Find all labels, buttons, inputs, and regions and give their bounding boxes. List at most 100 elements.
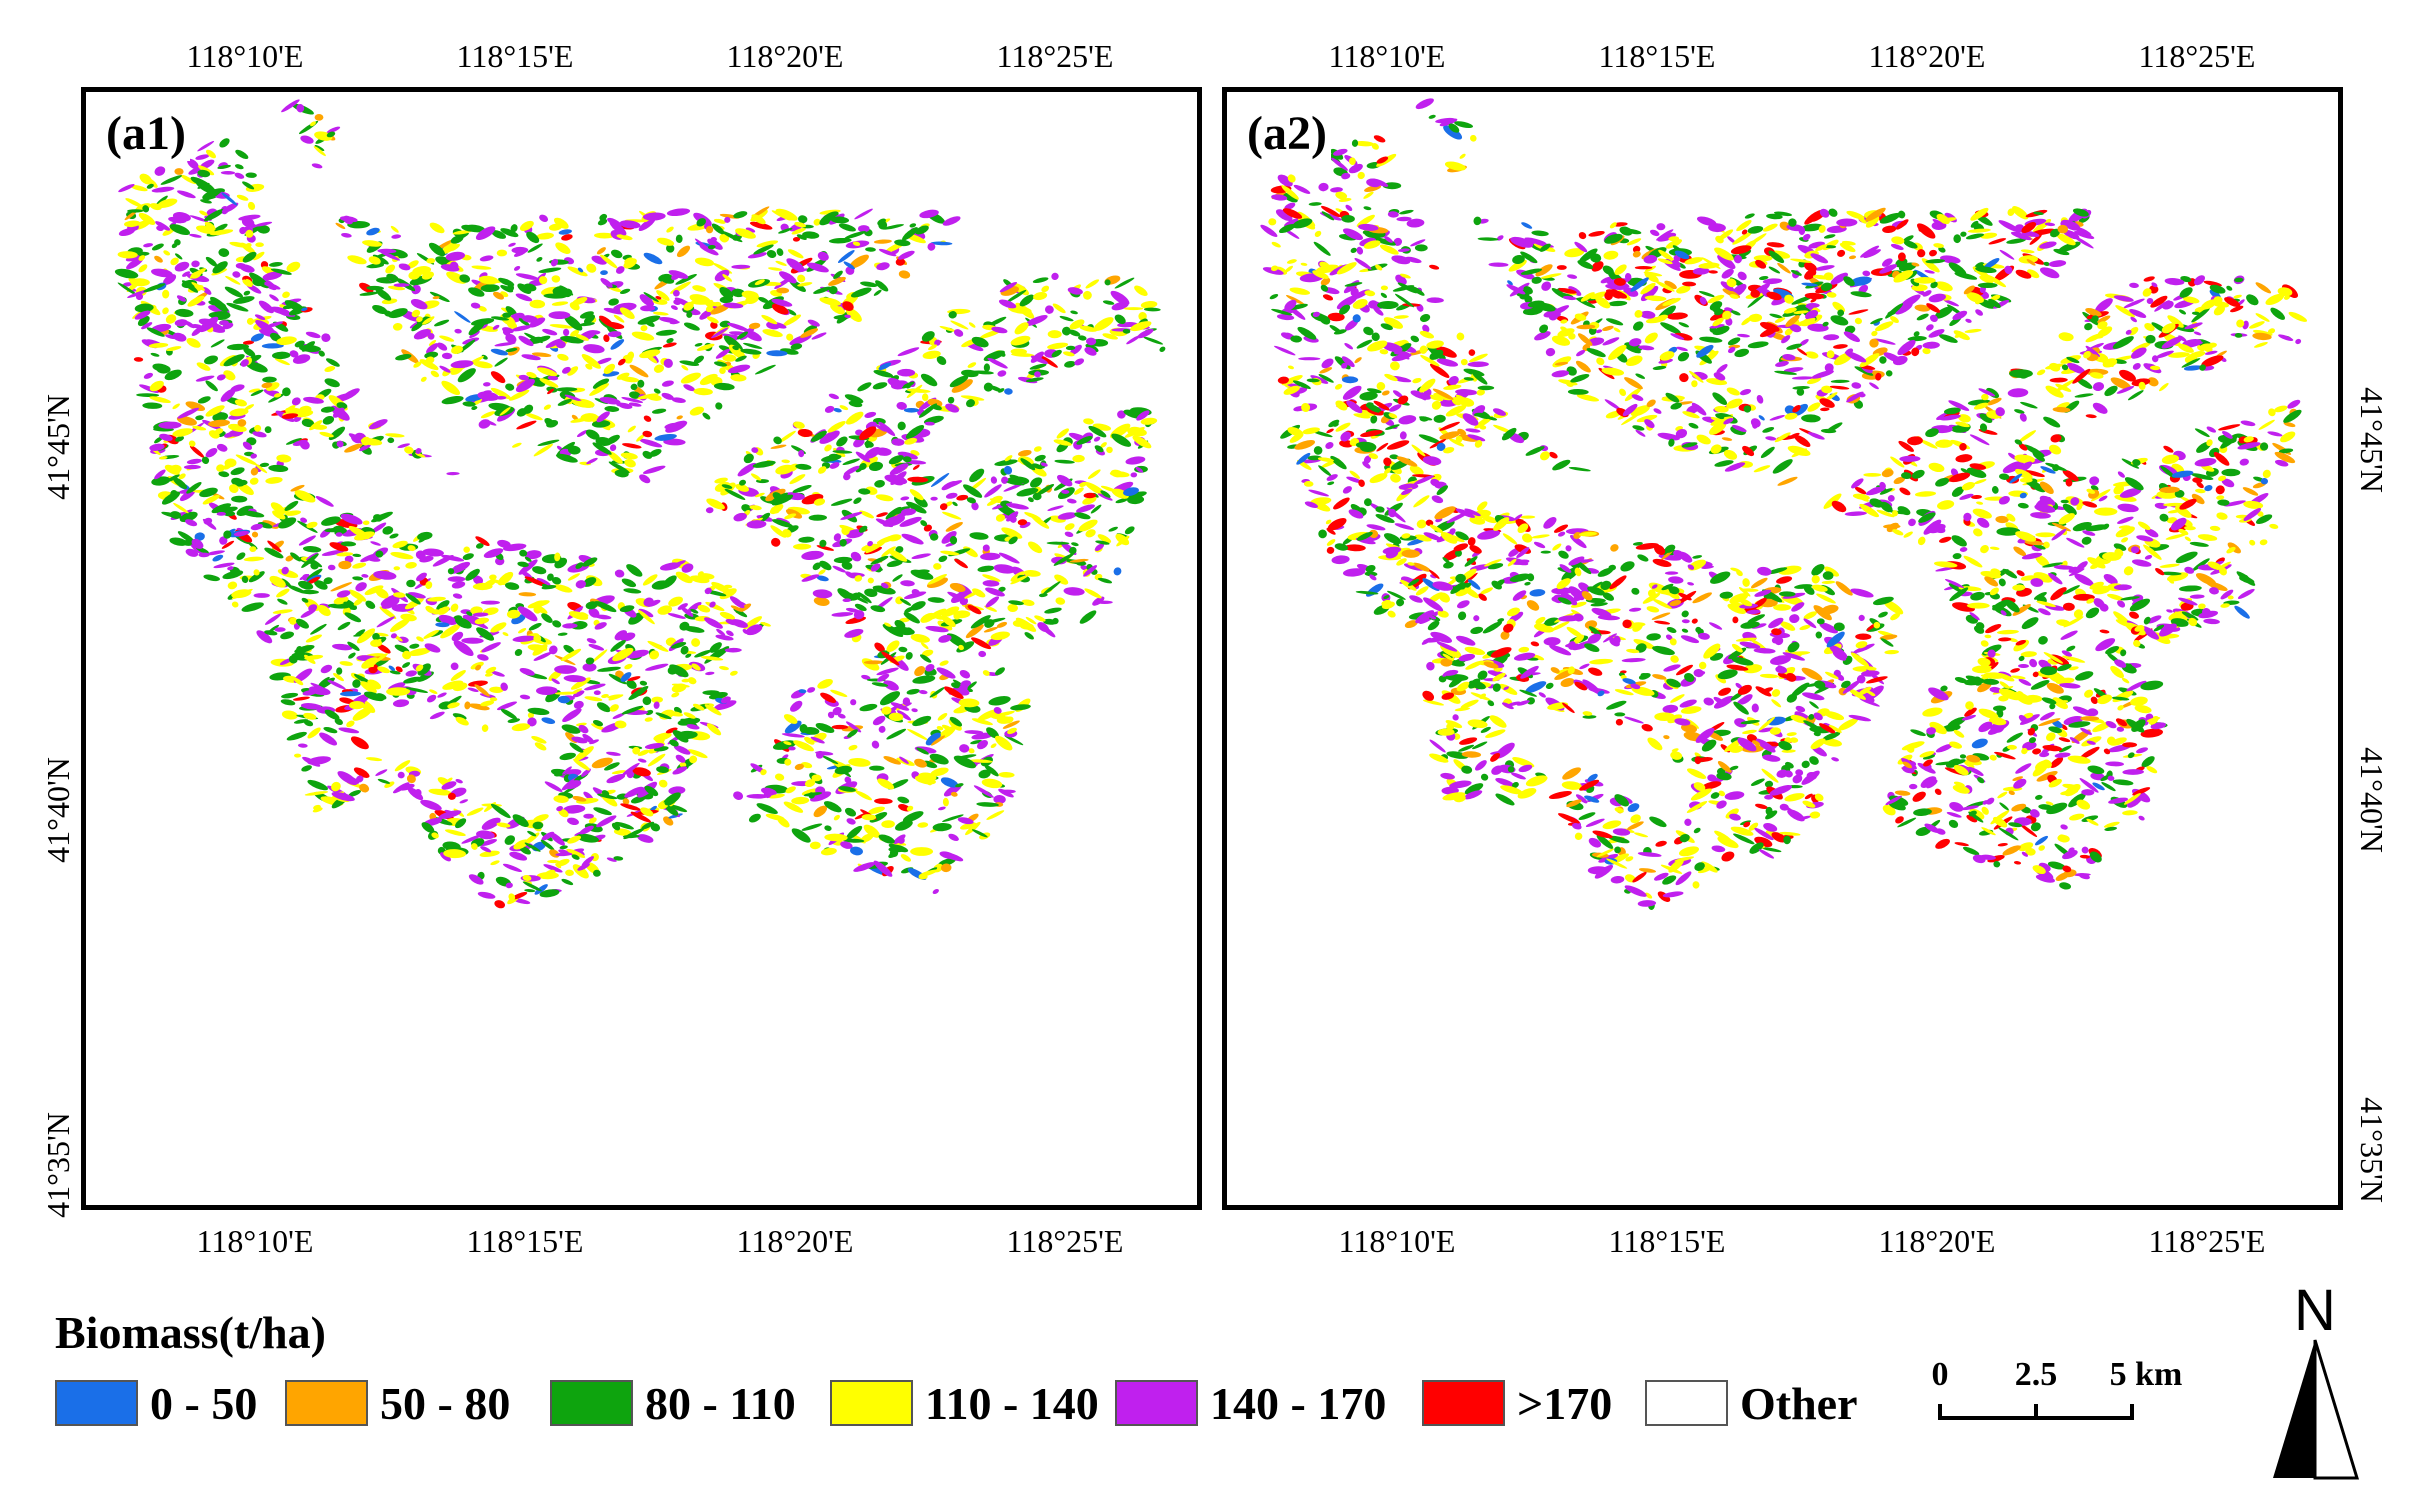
biomass-patch xyxy=(1109,471,1130,478)
biomass-patch xyxy=(829,285,838,295)
biomass-patch xyxy=(950,791,958,797)
biomass-patch xyxy=(269,575,286,588)
biomass-patch xyxy=(349,700,365,710)
biomass-patch xyxy=(432,296,440,300)
biomass-patch xyxy=(1863,473,1882,477)
biomass-patch xyxy=(564,314,583,331)
biomass-patch xyxy=(941,531,957,544)
biomass-patch xyxy=(471,843,478,850)
biomass-patch xyxy=(359,443,372,452)
biomass-patch xyxy=(549,832,565,846)
biomass-patch xyxy=(731,619,748,628)
biomass-patch xyxy=(671,397,686,403)
biomass-patch xyxy=(855,451,871,463)
biomass-patch xyxy=(1034,454,1046,462)
biomass-patch xyxy=(702,690,720,696)
biomass-patch xyxy=(1066,498,1077,504)
biomass-patch xyxy=(205,448,218,458)
biomass-patch xyxy=(1910,729,1926,737)
biomass-patch xyxy=(199,487,218,498)
biomass-patch xyxy=(723,302,744,309)
biomass-patch xyxy=(552,286,565,296)
biomass-patch xyxy=(1579,248,1598,263)
biomass-patch xyxy=(749,505,762,511)
biomass-patch xyxy=(1079,610,1097,624)
biomass-patch xyxy=(409,643,420,649)
biomass-patch xyxy=(453,640,474,657)
biomass-patch xyxy=(1655,840,1667,847)
biomass-patch xyxy=(1053,439,1072,446)
biomass-patch xyxy=(854,603,867,612)
biomass-patch xyxy=(643,292,659,303)
biomass-patch xyxy=(881,706,892,715)
biomass-patch xyxy=(1628,607,1642,612)
biomass-patch xyxy=(1076,504,1095,513)
biomass-patch xyxy=(905,425,925,439)
biomass-patch xyxy=(1779,621,1796,631)
biomass-patch xyxy=(679,360,700,366)
biomass-patch xyxy=(1322,294,1334,301)
biomass-patch xyxy=(367,679,382,690)
biomass-patch xyxy=(1006,289,1027,303)
biomass-patch xyxy=(593,690,601,695)
biomass-patch xyxy=(299,589,319,595)
biomass-patch xyxy=(553,795,569,803)
biomass-patch xyxy=(231,495,248,503)
biomass-patch xyxy=(630,811,652,823)
biomass-patch xyxy=(816,575,829,582)
biomass-patch xyxy=(317,604,331,617)
biomass-patch xyxy=(754,492,765,498)
biomass-patch xyxy=(2035,532,2056,538)
biomass-patch xyxy=(680,645,689,655)
biomass-patch xyxy=(454,328,462,334)
biomass-patch xyxy=(1578,232,1587,240)
biomass-patch xyxy=(777,816,790,828)
biomass-patch xyxy=(1034,615,1046,622)
biomass-patch xyxy=(1094,445,1104,453)
biomass-patch xyxy=(1003,465,1013,475)
biomass-patch xyxy=(733,791,744,800)
biomass-patch xyxy=(138,212,156,225)
biomass-patch xyxy=(483,548,504,558)
biomass-patch xyxy=(940,550,960,556)
biomass-patch xyxy=(1064,360,1076,368)
biomass-patch xyxy=(532,566,547,575)
biomass-patch xyxy=(379,606,397,620)
biomass-patch xyxy=(549,324,574,329)
biomass-patch xyxy=(1748,822,1759,831)
biomass-patch xyxy=(841,561,853,570)
biomass-patch xyxy=(527,243,543,253)
biomass-patch xyxy=(795,463,812,470)
biomass-patch xyxy=(707,244,716,250)
biomass-patch xyxy=(397,771,405,779)
biomass-patch xyxy=(921,393,929,402)
biomass-patch xyxy=(910,601,926,611)
biomass-patch xyxy=(824,833,848,842)
biomass-patch xyxy=(328,426,346,441)
biomass-patch xyxy=(359,291,379,296)
biomass-patch xyxy=(1801,760,1810,769)
biomass-patch xyxy=(770,444,787,449)
biomass-patch xyxy=(1786,732,1797,737)
biomass-patch xyxy=(918,869,938,877)
biomass-patch xyxy=(376,643,391,654)
biomass-patch xyxy=(1079,325,1098,332)
biomass-patch xyxy=(264,426,272,434)
biomass-patch xyxy=(496,701,518,711)
biomass-patch xyxy=(609,704,619,712)
biomass-patch xyxy=(143,243,154,248)
biomass-patch xyxy=(831,612,854,617)
biomass-patch xyxy=(1938,246,1946,253)
biomass-patch xyxy=(709,601,716,608)
biomass-patch xyxy=(938,555,948,563)
biomass-patch xyxy=(1452,714,1459,721)
biomass-patch xyxy=(265,321,284,328)
biomass-patch xyxy=(977,709,1000,721)
biomass-patch xyxy=(281,578,292,588)
biomass-patch xyxy=(945,492,958,499)
biomass-patch xyxy=(1924,269,1935,274)
biomass-patch xyxy=(645,663,669,671)
map-panel-a2: (a2) xyxy=(1222,87,2343,1210)
biomass-patch xyxy=(447,702,460,709)
biomass-patch xyxy=(576,400,593,406)
